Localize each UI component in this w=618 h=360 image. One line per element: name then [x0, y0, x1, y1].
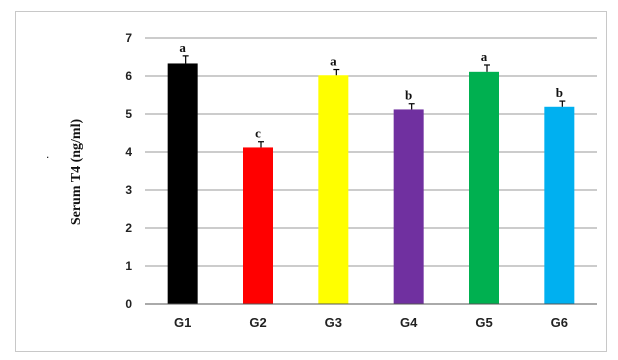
error-bars	[182, 55, 566, 148]
x-tick-label: G1	[174, 315, 191, 330]
stray-mark: .	[46, 147, 49, 161]
x-tick-label: G3	[325, 315, 342, 330]
chart-frame	[15, 11, 607, 352]
significance-label: a	[330, 54, 337, 69]
x-tick-label: G4	[400, 315, 418, 330]
significance-label: a	[481, 49, 488, 64]
y-tick-label: 6	[125, 69, 132, 83]
y-tick-label: 2	[125, 221, 132, 235]
significance-label: a	[179, 40, 186, 55]
y-tick-label: 3	[125, 183, 132, 197]
y-tick-labels: 0 1 2 3 4 5 6 7	[125, 31, 132, 311]
y-axis-label: Serum T4 (ng/ml)	[69, 119, 84, 226]
x-tick-label: G2	[249, 315, 266, 330]
y-tick-label: 5	[125, 107, 132, 121]
y-tick-label: 7	[125, 31, 132, 45]
bar-g1	[167, 63, 198, 305]
significance-label: b	[556, 85, 563, 100]
x-tick-label: G6	[551, 315, 568, 330]
x-tick-labels: G1 G2 G3 G4 G5 G6	[174, 315, 568, 330]
x-tick-label: G5	[475, 315, 492, 330]
bar-g5	[469, 71, 499, 304]
bars	[167, 63, 575, 305]
y-tick-label: 0	[125, 297, 132, 311]
bar-g2	[243, 147, 273, 304]
gridlines	[145, 37, 597, 267]
bar-g4	[393, 109, 424, 304]
significance-label: c	[255, 126, 261, 141]
y-tick-label: 1	[125, 259, 132, 273]
significance-labels: a c a b a b	[179, 40, 563, 141]
significance-label: b	[405, 88, 412, 103]
bar-g6	[544, 106, 575, 304]
y-tick-label: 4	[125, 145, 132, 159]
bar-g3	[318, 75, 349, 305]
